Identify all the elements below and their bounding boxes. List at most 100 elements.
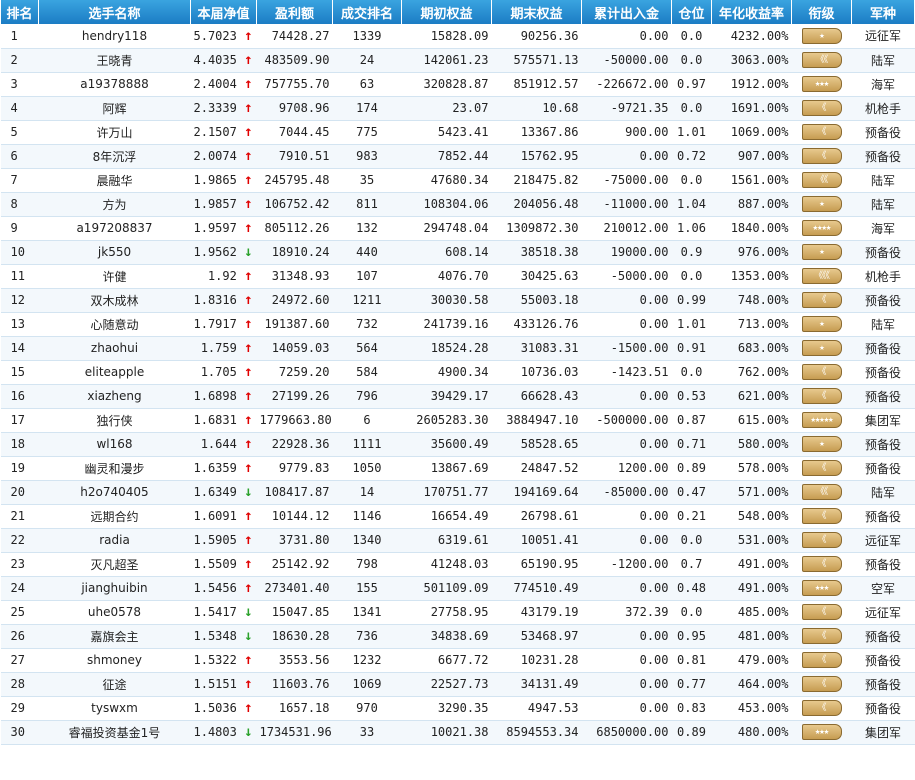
end-equity-cell: 15762.95 (491, 144, 582, 169)
player-name-link[interactable]: 心随意动 (38, 312, 191, 337)
player-name-link[interactable]: jianghuibin (38, 576, 191, 601)
player-name-link[interactable]: 王晓青 (38, 48, 191, 73)
player-name-link[interactable]: 独行侠 (38, 408, 191, 433)
player-name-link[interactable]: 远期合约 (38, 504, 191, 529)
header-name[interactable]: 选手名称 (38, 0, 191, 24)
nav-value: 1.7917 (193, 317, 237, 331)
nav-cell: 2.1507 ↑ (190, 120, 257, 145)
table-row: 21 远期合约 1.6091 ↑ 10144.12 1146 16654.49 26798.… (0, 504, 915, 529)
header-rank[interactable]: 排名 (0, 0, 39, 24)
cash-flow-cell: 0.00 (581, 288, 672, 313)
end-equity-cell: 53468.97 (491, 624, 582, 649)
header-position[interactable]: 仓位 (671, 0, 712, 24)
player-name-link[interactable]: 晨融华 (38, 168, 191, 193)
player-name-link[interactable]: wl168 (38, 432, 191, 457)
position-cell: 0.0 (671, 168, 712, 193)
arrow-up-icon: ↑ (244, 364, 253, 380)
cash-flow-cell: 0.00 (581, 312, 672, 337)
player-name-link[interactable]: 双木成林 (38, 288, 191, 313)
player-name-link[interactable]: uhe0578 (38, 600, 191, 625)
nav-value: 1.9857 (193, 197, 237, 211)
cash-flow-cell: -1200.00 (581, 552, 672, 577)
branch-cell: 预备役 (851, 384, 915, 409)
military-rank-cell: 《 (791, 504, 852, 529)
player-name-link[interactable]: 阿辉 (38, 96, 191, 121)
end-equity-cell: 43179.19 (491, 600, 582, 625)
nav-cell: 1.644 ↑ (190, 432, 257, 457)
player-name-link[interactable]: xiazheng (38, 384, 191, 409)
trade-rank-cell: 775 (332, 120, 402, 145)
header-start-equity[interactable]: 期初权益 (401, 0, 492, 24)
nav-value: 1.6349 (193, 485, 237, 499)
player-name-link[interactable]: zhaohui (38, 336, 191, 361)
player-name-link[interactable]: 许万山 (38, 120, 191, 145)
player-name-link[interactable]: 征途 (38, 672, 191, 697)
trade-rank-cell: 174 (332, 96, 402, 121)
trade-rank-cell: 107 (332, 264, 402, 289)
nav-cell: 2.4004 ↑ (190, 72, 257, 97)
position-cell: 0.97 (671, 72, 712, 97)
header-nav[interactable]: 本届净值 (190, 0, 257, 24)
cash-flow-cell: -50000.00 (581, 48, 672, 73)
position-cell: 0.81 (671, 648, 712, 673)
start-equity-cell: 47680.34 (401, 168, 492, 193)
position-cell: 0.47 (671, 480, 712, 505)
rank-cell: 21 (0, 504, 39, 529)
rank-cell: 3 (0, 72, 39, 97)
branch-cell: 预备役 (851, 432, 915, 457)
player-name-link[interactable]: 许健 (38, 264, 191, 289)
player-name-link[interactable]: eliteapple (38, 360, 191, 385)
profit-cell: 27199.26 (256, 384, 333, 409)
cash-flow-cell: -85000.00 (581, 480, 672, 505)
header-end-equity[interactable]: 期末权益 (491, 0, 582, 24)
header-profit[interactable]: 盈利额 (256, 0, 333, 24)
profit-cell: 245795.48 (256, 168, 333, 193)
player-name-link[interactable]: 睿福投资基金1号 (38, 720, 191, 745)
start-equity-cell: 241739.16 (401, 312, 492, 337)
rank-cell: 8 (0, 192, 39, 217)
player-name-link[interactable]: a197208837 (38, 216, 191, 241)
player-name-link[interactable]: jk550 (38, 240, 191, 265)
player-name-link[interactable]: 嘉旗会主 (38, 624, 191, 649)
player-name-link[interactable]: radia (38, 528, 191, 553)
military-rank-cell: 《 (791, 144, 852, 169)
player-name-link[interactable]: 8年沉浮 (38, 144, 191, 169)
header-annual-return[interactable]: 年化收益率 (711, 0, 792, 24)
nav-cell: 1.759 ↑ (190, 336, 257, 361)
player-name-link[interactable]: hendry118 (38, 24, 191, 49)
position-cell: 0.72 (671, 144, 712, 169)
header-military-rank[interactable]: 衔级 (791, 0, 852, 24)
end-equity-cell: 575571.13 (491, 48, 582, 73)
nav-cell: 1.5905 ↑ (190, 528, 257, 553)
profit-cell: 9779.83 (256, 456, 333, 481)
arrow-up-icon: ↑ (244, 100, 253, 116)
start-equity-cell: 23.07 (401, 96, 492, 121)
nav-cell: 1.6091 ↑ (190, 504, 257, 529)
rank-cell: 2 (0, 48, 39, 73)
profit-cell: 1657.18 (256, 696, 333, 721)
end-equity-cell: 204056.48 (491, 192, 582, 217)
player-name-link[interactable]: 方为 (38, 192, 191, 217)
start-equity-cell: 35600.49 (401, 432, 492, 457)
start-equity-cell: 3290.35 (401, 696, 492, 721)
rank-insignia-icon: ★★★★★ (801, 412, 842, 428)
nav-cell: 1.5417 ↓ (190, 600, 257, 625)
header-branch[interactable]: 军种 (851, 0, 915, 24)
rank-insignia-icon: 《 (801, 556, 842, 572)
player-name-link[interactable]: 幽灵和漫步 (38, 456, 191, 481)
nav-value: 1.644 (200, 437, 237, 451)
rank-cell: 6 (0, 144, 39, 169)
military-rank-cell: ★ (791, 24, 852, 49)
table-row: 9 a197208837 1.9597 ↑ 805112.26 132 294748.04… (0, 216, 915, 241)
rank-insignia-icon: 《 (801, 652, 842, 668)
player-name-link[interactable]: 灭凡超圣 (38, 552, 191, 577)
cash-flow-cell: 372.39 (581, 600, 672, 625)
header-trade-rank[interactable]: 成交排名 (332, 0, 402, 24)
player-name-link[interactable]: shmoney (38, 648, 191, 673)
header-cash-flow[interactable]: 累计出入金 (581, 0, 672, 24)
position-cell: 1.01 (671, 120, 712, 145)
start-equity-cell: 4900.34 (401, 360, 492, 385)
player-name-link[interactable]: h2o740405 (38, 480, 191, 505)
player-name-link[interactable]: tyswxm (38, 696, 191, 721)
player-name-link[interactable]: a19378888 (38, 72, 191, 97)
